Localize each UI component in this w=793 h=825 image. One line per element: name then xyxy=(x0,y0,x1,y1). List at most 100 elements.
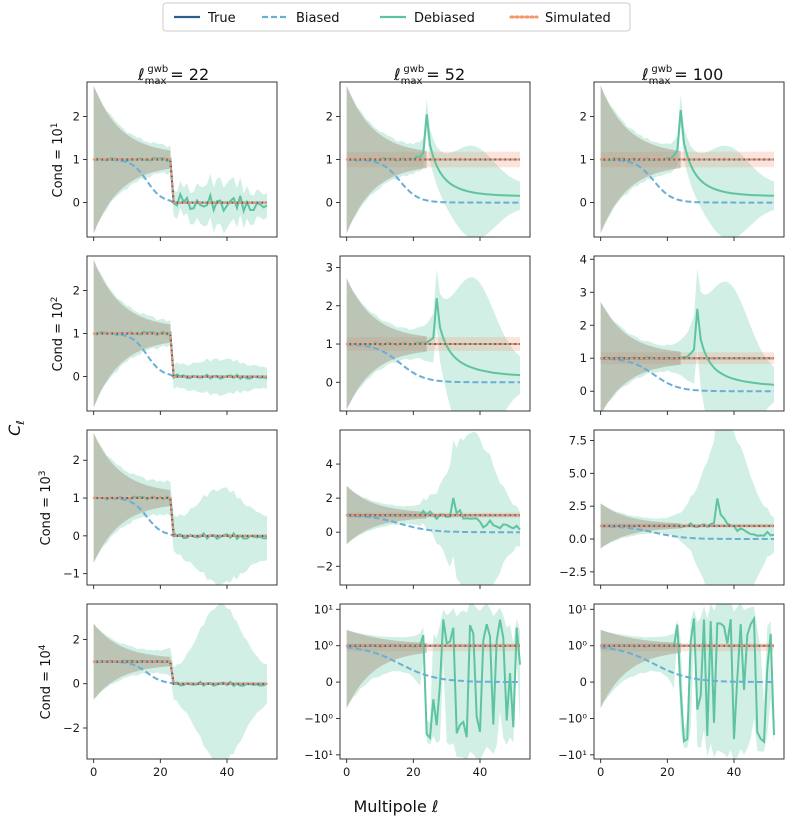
column-title-3: ℓmaxgwb = 100 xyxy=(641,64,723,87)
row-labels: Cond = 101 Cond = 102 Cond = 103 Cond = … xyxy=(38,123,66,720)
column-title-3-sup: gwb xyxy=(651,64,672,75)
y-tick-label: 2 xyxy=(73,453,80,467)
column-title-2-sub: max xyxy=(401,76,423,87)
debiased-error-band xyxy=(346,86,520,237)
y-tick-label: 1 xyxy=(326,153,333,167)
y-tick-label: 0 xyxy=(326,375,333,389)
y-tick-label: −10⁰ xyxy=(304,711,333,725)
panel-r3c3: −2.5 0.0 2.5 5.0 7.5 xyxy=(559,429,785,589)
x-axis-label-symbol: ℓ xyxy=(431,797,439,816)
row-label-2: Cond = 102 xyxy=(50,297,66,372)
y-axis-label: Cℓ xyxy=(5,420,27,436)
y-tick-label: −10⁰ xyxy=(558,711,587,725)
legend: True Biased Debiased Simulated xyxy=(162,2,631,32)
panel-r3c1: −1 0 1 2 xyxy=(63,429,278,589)
y-tick-label: 2 xyxy=(73,109,80,123)
x-tick-label: 0 xyxy=(597,765,604,779)
simulated-line xyxy=(92,497,268,537)
biased-line xyxy=(600,525,774,540)
panel-frame xyxy=(339,429,531,586)
biased-line xyxy=(600,646,774,683)
biased-line xyxy=(346,158,520,204)
debiased-error-band xyxy=(600,430,774,585)
panel-frame xyxy=(339,603,531,760)
row-label-4: Cond = 104 xyxy=(38,644,54,719)
debiased-error-band xyxy=(346,269,520,411)
legend-label-debiased: Debiased xyxy=(414,11,475,26)
row-label-3-base: Cond = 10 xyxy=(39,476,54,545)
column-title-2-symbol: ℓ xyxy=(393,65,401,84)
column-title-1: ℓmaxgwb = 22 xyxy=(137,64,209,87)
debiased-error-band xyxy=(346,431,520,585)
panel-frame xyxy=(86,429,278,586)
y-tick-label: −1 xyxy=(63,567,80,581)
biased-line xyxy=(600,158,774,204)
panel-grid: 012012012012012301234−1012−2024−2.50.02.… xyxy=(63,81,785,779)
y-tick-label: 1 xyxy=(580,153,587,167)
panel-frame xyxy=(593,255,785,412)
column-title-1-sub: max xyxy=(145,76,167,87)
y-tick-label: 10⁰ xyxy=(314,639,334,653)
low-multipole-band xyxy=(600,629,681,709)
legend-label-true: True xyxy=(207,11,236,26)
row-label-3: Cond = 103 xyxy=(38,471,54,546)
x-axis-label-text: Multipole xyxy=(353,797,431,816)
row-label-3-exp: 3 xyxy=(38,471,48,477)
y-tick-label: 5.0 xyxy=(569,466,587,480)
debiased-error-band xyxy=(600,85,774,237)
row-label-1-exp: 1 xyxy=(50,123,60,129)
panel-r2c2: 0 1 2 3 xyxy=(326,255,531,415)
y-tick-label: 3 xyxy=(580,285,587,299)
y-tick-label: 1 xyxy=(326,337,333,351)
column-title-2-value: = 52 xyxy=(426,65,465,84)
y-tick-label: −10¹ xyxy=(304,748,333,762)
panel-r2c3: 0 1 2 3 4 xyxy=(580,252,785,415)
column-title-2: ℓmaxgwb = 52 xyxy=(393,64,465,87)
column-title-2-sup: gwb xyxy=(403,64,424,75)
column-title-3-symbol: ℓ xyxy=(641,65,649,84)
panel-r1c3: 0 1 2 xyxy=(580,81,785,241)
y-tick-label: 1 xyxy=(73,153,80,167)
y-tick-label: 0 xyxy=(580,675,587,689)
biased-line xyxy=(346,646,520,683)
row-label-2-base: Cond = 10 xyxy=(51,302,66,371)
row-label-1: Cond = 101 xyxy=(50,123,66,198)
panel-frame xyxy=(86,603,278,760)
y-tick-label: −2.5 xyxy=(559,565,587,579)
y-tick-label: 3 xyxy=(326,260,333,274)
panel-frame xyxy=(593,429,785,586)
panel-frame xyxy=(339,255,531,412)
panel-r1c2: 0 1 2 xyxy=(326,81,531,241)
panel-r2c1: 0 1 2 xyxy=(73,255,278,415)
y-tick-label: 7.5 xyxy=(569,434,587,448)
x-tick-label: 0 xyxy=(90,765,97,779)
y-tick-label: 2 xyxy=(326,109,333,123)
simulated-line xyxy=(92,158,268,204)
row-label-1-base: Cond = 10 xyxy=(51,128,66,197)
panel-r3c2: −2 0 2 4 xyxy=(316,429,531,589)
x-tick-label: 40 xyxy=(727,765,742,779)
biased-line xyxy=(346,343,520,384)
debiased-error-band xyxy=(600,268,774,411)
column-title-3-sub: max xyxy=(649,76,671,87)
debiased-error-band xyxy=(93,604,267,759)
y-tick-label: 10¹ xyxy=(314,602,333,616)
y-tick-label: 2 xyxy=(580,109,587,123)
y-tick-label: 0 xyxy=(73,677,80,691)
y-tick-label: −2 xyxy=(316,559,333,573)
y-tick-label: 1 xyxy=(73,327,80,341)
column-title-1-sup: gwb xyxy=(147,64,168,75)
column-title-1-value: = 22 xyxy=(170,65,209,84)
x-tick-label: 20 xyxy=(153,765,168,779)
y-tick-label: 10⁰ xyxy=(568,639,588,653)
simulated-line xyxy=(92,332,268,378)
y-tick-label: 2 xyxy=(73,283,80,297)
panel-r1c1: 0 1 2 xyxy=(73,81,278,241)
y-axis-label-sub: ℓ xyxy=(14,420,27,426)
debiased-error-band xyxy=(93,87,268,234)
y-tick-label: 2 xyxy=(580,318,587,332)
x-tick-label: 40 xyxy=(220,765,235,779)
row-label-4-exp: 4 xyxy=(38,644,48,650)
y-tick-label: −10¹ xyxy=(558,748,587,762)
